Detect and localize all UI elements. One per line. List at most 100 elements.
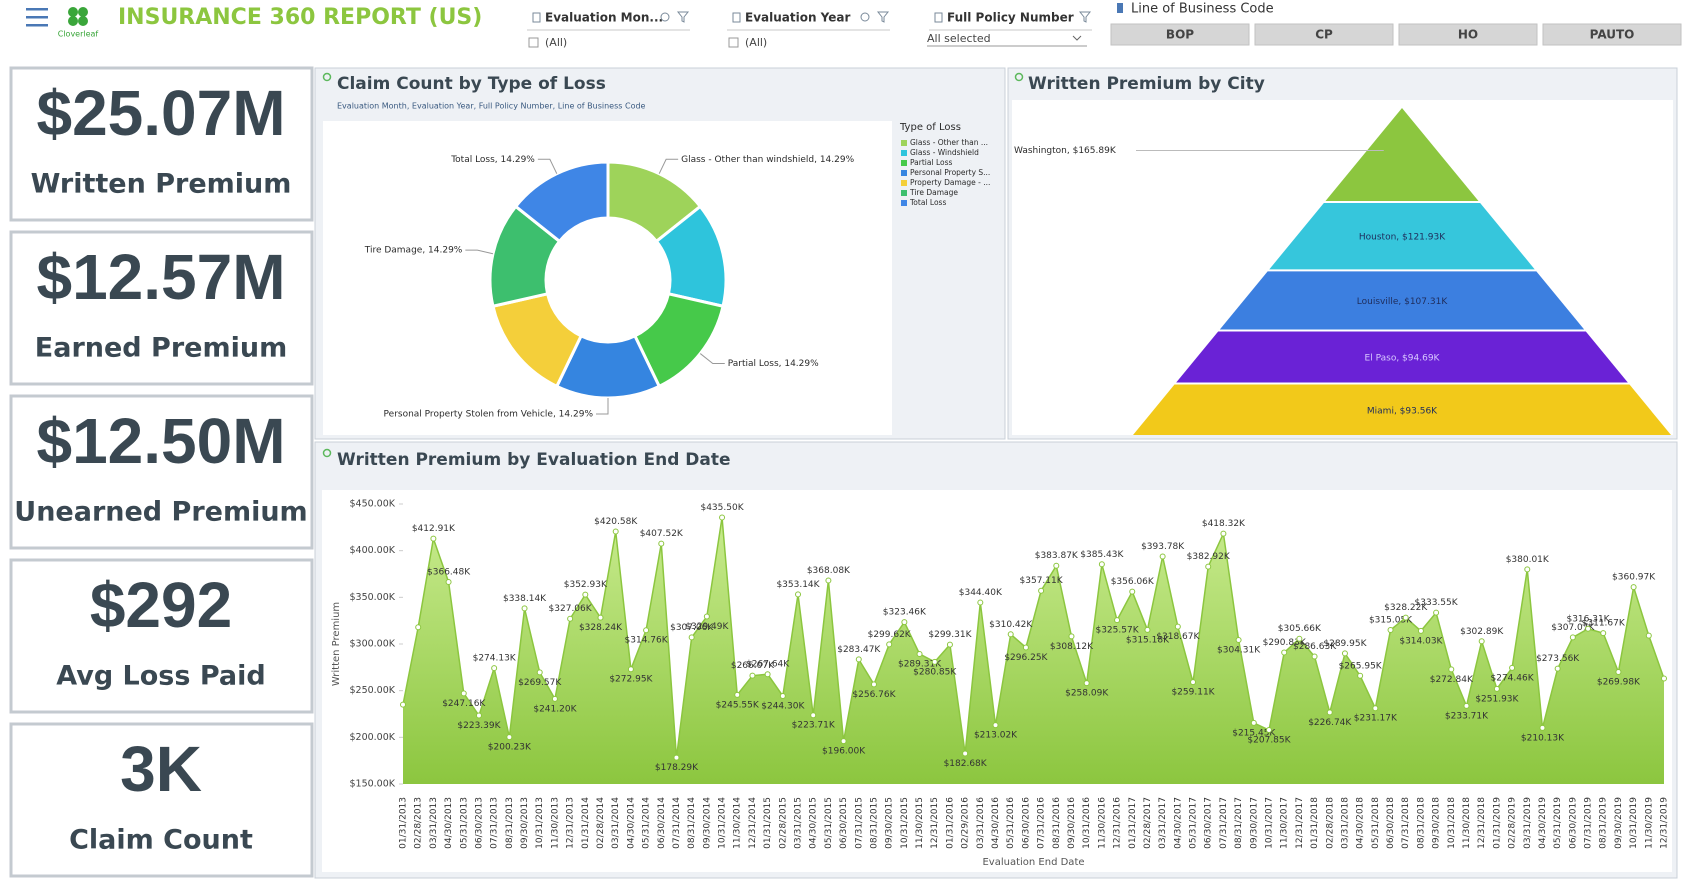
checkbox[interactable] [528,37,539,48]
data-point [1387,626,1394,633]
data-label: $269.98K [1597,678,1641,688]
x-tick-label: 10/31/2014 [718,797,728,849]
kpi-card [9,230,314,386]
lob-button[interactable] [1542,23,1682,46]
data-label: $289.95K [1323,639,1367,649]
data-label: $296.25K [1004,653,1048,663]
kpi-label: Unearned Premium [14,497,307,528]
data-point [703,613,710,620]
data-point [719,514,726,521]
data-label: $325.57K [1095,626,1139,636]
data-point [551,695,558,702]
data-label: $256.76K [852,690,896,700]
data-point [1630,584,1637,591]
data-point [597,614,604,621]
lob-button[interactable] [1110,23,1250,46]
x-tick-label: 02/28/2018 [1325,797,1335,849]
data-label: $315.05K [1369,615,1413,625]
x-tick-label: 07/31/2016 [1037,797,1047,849]
lob-button[interactable] [1254,23,1394,46]
data-label: $329.49K [685,622,729,632]
x-tick-label: 05/31/2019 [1553,797,1563,849]
search-icon[interactable] [660,12,670,22]
clear-filter[interactable] [876,11,890,23]
data-label: $178.29K [655,763,699,773]
logo-icon [68,7,88,26]
data-label: $267.64K [746,660,790,670]
data-label: $304.31K [1217,645,1261,655]
data-point [855,656,862,663]
filter-value[interactable]: (All) [545,36,567,49]
area-fill [403,517,1664,784]
menu-button[interactable] [26,8,48,27]
data-label: $327.06K [549,604,593,614]
data-label: $265.95K [1339,661,1383,671]
lob-button[interactable] [1398,23,1538,46]
x-tick-label: 05/31/2015 [824,797,834,849]
checkbox[interactable] [728,37,739,48]
data-point [1509,664,1516,671]
data-label: $247.16K [442,699,486,709]
data-label: $245.55K [716,700,760,710]
search-icon[interactable] [860,12,870,22]
x-tick-label: 11/30/2017 [1280,797,1290,849]
chart-title: Claim Count by Type of Loss [337,74,606,94]
x-tick-label: 10/31/2019 [1629,797,1639,849]
data-label: $344.40K [959,588,1003,598]
data-label: $215.45K [1232,728,1276,738]
data-label: $315.18K [1126,635,1170,645]
filters: Evaluation Mon... (All) Evaluation Year (Al… [527,11,1682,49]
x-tick-label: 10/31/2016 [1082,797,1092,849]
data-label: $383.87K [1035,551,1079,561]
x-tick-label: 08/31/2019 [1599,797,1609,849]
data-point [1129,588,1136,595]
x-tick-label: 06/30/2019 [1568,797,1578,849]
x-tick-label: 03/31/2015 [794,797,804,849]
x-tick-label: 04/30/2019 [1538,797,1548,849]
data-point [1645,632,1652,639]
data-point [1402,614,1409,621]
lob-button-label[interactable]: PAUTO [1590,28,1635,42]
data-point [1493,685,1500,692]
clear-filter[interactable] [676,11,690,23]
x-tick-label: 02/28/2013 [414,797,424,849]
lob-button-label[interactable]: BOP [1166,28,1194,42]
data-point [582,591,589,598]
chevron[interactable] [1072,35,1082,41]
data-label: $382.92K [1187,552,1231,562]
x-tick-label: 08/31/2014 [687,797,697,849]
filter-value[interactable]: All selected [927,32,991,45]
data-point [1159,553,1166,560]
data-label: $274.46K [1491,673,1535,683]
data-point [1144,626,1151,633]
data-point [658,540,665,547]
x-tick-label: 09/30/2015 [885,797,895,849]
legend-swatch [901,170,907,176]
data-point [1554,665,1561,672]
legend-swatch [901,150,907,156]
kpi-card [9,394,314,550]
data-label: $196.00K [822,747,866,757]
filter-value[interactable]: (All) [745,36,767,49]
chart-subtitle: Evaluation Month, Evaluation Year, Full … [337,102,646,111]
data-label: $223.71K [792,721,836,731]
area-line [402,517,1665,758]
data-label: $290.83K [1263,638,1307,648]
data-point [1463,702,1470,709]
clear-filter[interactable] [1078,11,1092,23]
data-point [1250,719,1257,726]
data-label: $393.78K [1141,542,1185,552]
pyramid-band [1133,384,1671,435]
x-tick-label: 01/31/2014 [581,797,591,849]
x-tick-label: 08/31/2016 [1052,797,1062,849]
x-tick-label: 04/30/2017 [1173,797,1183,849]
data-point [1539,724,1546,731]
data-label: $308.12K [1050,642,1094,652]
lob-button-label[interactable]: CP [1315,28,1333,42]
slice-label: Glass - Other than windshield, 14.29% [681,155,854,165]
data-label: $302.89K [1460,627,1504,637]
band-label: Washington, $165.89K [1014,146,1117,156]
kpi-label: Earned Premium [35,333,287,364]
lob-button-label[interactable]: HO [1458,28,1478,42]
kpi-value: $25.07M [36,77,285,149]
